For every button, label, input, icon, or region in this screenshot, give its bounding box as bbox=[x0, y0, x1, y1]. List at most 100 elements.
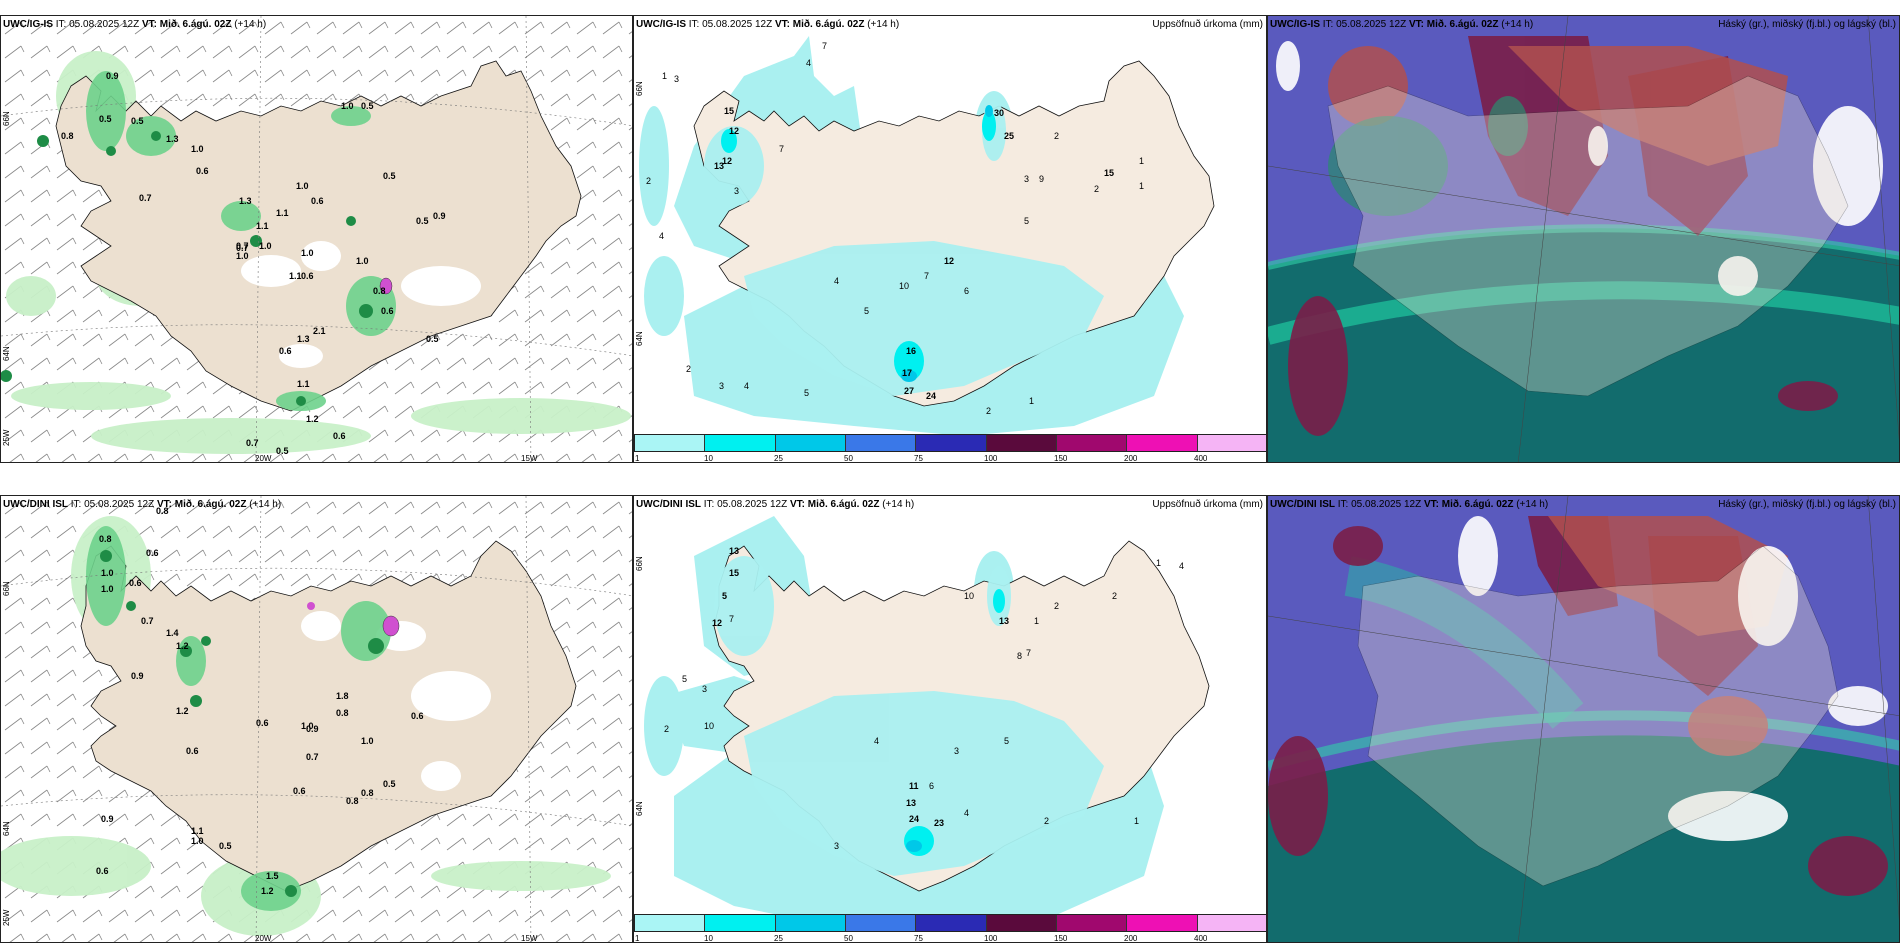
lat-label-66n: 66N bbox=[635, 556, 644, 571]
contour-label: 6 bbox=[964, 286, 970, 296]
cloud-map bbox=[1268, 16, 1899, 462]
contour-label: 1.2 bbox=[176, 641, 189, 651]
colorbar-tick: 100 bbox=[984, 934, 998, 943]
contour-label: 1.4 bbox=[166, 628, 179, 638]
contour-label: 7 bbox=[822, 41, 828, 51]
panel-title: UWC/DINI ISL IT: 05.08.2025 12Z VT: Mið.… bbox=[636, 499, 915, 510]
contour-label: 1 bbox=[1156, 558, 1162, 568]
contour-label: 0.7 bbox=[139, 193, 152, 203]
contour-label: 0.8 bbox=[361, 788, 374, 798]
contour-label: 3 bbox=[1024, 174, 1030, 184]
colorbar-swatch bbox=[775, 435, 846, 451]
colorbar-swatch bbox=[916, 915, 987, 931]
contour-label: 2 bbox=[1054, 601, 1060, 611]
contour-label: 0.8 bbox=[156, 506, 169, 516]
wind-map bbox=[1, 496, 632, 942]
contour-label: 4 bbox=[744, 381, 750, 391]
contour-label: 16 bbox=[906, 346, 917, 356]
colorbar-swatch bbox=[775, 915, 846, 931]
contour-label: 13 bbox=[906, 798, 917, 808]
contour-label: 1.2 bbox=[176, 706, 189, 716]
contour-label: 1.0 bbox=[301, 248, 314, 258]
contour-label: 0.6 bbox=[279, 346, 292, 356]
colorbar-swatch bbox=[635, 435, 706, 451]
panel-variable: Háský (gr.), miðský (fj.bl.) og lágský (… bbox=[1718, 19, 1896, 30]
contour-label: 12 bbox=[729, 126, 740, 136]
contour-label: 3 bbox=[954, 746, 960, 756]
contour-label: 0.5 bbox=[276, 446, 289, 456]
panel-variable: Uppsöfnuð úrkoma (mm) bbox=[1152, 19, 1263, 30]
lat-label-64n: 64N bbox=[635, 331, 644, 346]
panel-title: UWC/IG-IS IT: 05.08.2025 12Z VT: Mið. 6.… bbox=[1270, 19, 1534, 30]
colorbar-swatch bbox=[845, 435, 917, 451]
contour-label: 8 bbox=[1017, 651, 1023, 661]
contour-label: 17 bbox=[902, 368, 913, 378]
contour-label: 25 bbox=[1004, 131, 1015, 141]
contour-label: 0.6 bbox=[256, 718, 269, 728]
contour-label: 1.0 bbox=[101, 568, 114, 578]
contour-label: 1.3 bbox=[239, 196, 252, 206]
contour-label: 0.7 bbox=[306, 752, 319, 762]
map-panel-clouds-igis: UWC/IG-IS IT: 05.08.2025 12Z VT: Mið. 6.… bbox=[1267, 15, 1900, 463]
contour-label: 1.0 bbox=[236, 251, 249, 261]
colorbar-tick: 200 bbox=[1124, 454, 1138, 463]
contour-label: 0.5 bbox=[416, 216, 429, 226]
lon-label-15w: 15W bbox=[521, 934, 538, 943]
contour-label: 0.7 bbox=[141, 616, 154, 626]
contour-label: 0.9 bbox=[433, 211, 446, 221]
contour-label: 3 bbox=[834, 841, 840, 851]
colorbar-tick: 150 bbox=[1054, 454, 1068, 463]
contour-label: 11 bbox=[909, 781, 919, 791]
contour-label: 1.2 bbox=[261, 886, 274, 896]
lat-label-66n: 66N bbox=[2, 581, 11, 596]
panel-title: UWC/IG-IS IT: 05.08.2025 12Z VT: Mið. 6.… bbox=[636, 19, 900, 30]
contour-label: 0.5 bbox=[99, 114, 112, 124]
contour-label: 5 bbox=[804, 388, 810, 398]
contour-label: 0.8 bbox=[373, 286, 386, 296]
colorbar-swatch bbox=[845, 915, 917, 931]
contour-label: 1.1 bbox=[289, 271, 302, 281]
contour-label: 0.9 bbox=[306, 724, 319, 734]
contour-label: 13 bbox=[999, 616, 1010, 626]
map-panel-clouds-dini: UWC/DINI ISL IT: 05.08.2025 12Z VT: Mið.… bbox=[1267, 495, 1900, 943]
contour-label: 4 bbox=[964, 808, 970, 818]
contour-label: 0.5 bbox=[426, 334, 439, 344]
cloud-map bbox=[1268, 496, 1899, 942]
lat-label-64n: 64N bbox=[2, 346, 11, 361]
colorbar-tick: 75 bbox=[914, 454, 923, 463]
contour-label: 0.5 bbox=[219, 841, 232, 851]
contour-label: 1 bbox=[1139, 181, 1145, 191]
panel-variable: Háský (gr.), miðský (fj.bl.) og lágský (… bbox=[1718, 499, 1896, 510]
lon-label-25w: 25W bbox=[2, 429, 11, 446]
colorbar-tick: 25 bbox=[774, 454, 783, 463]
contour-label: 7 bbox=[1026, 648, 1032, 658]
contour-label: 1.1 bbox=[276, 208, 289, 218]
contour-label: 10 bbox=[704, 721, 715, 731]
contour-label: 7 bbox=[779, 144, 785, 154]
lon-label-25w: 25W bbox=[2, 909, 11, 926]
contour-label: 12 bbox=[944, 256, 955, 266]
contour-label: 10 bbox=[964, 591, 975, 601]
contour-label: 1.0 bbox=[341, 101, 354, 111]
map-panel-precip-dini: UWC/DINI ISL IT: 05.08.2025 12Z VT: Mið.… bbox=[633, 495, 1267, 943]
contour-label: 2 bbox=[686, 364, 692, 374]
contour-label: 1.1 bbox=[297, 379, 310, 389]
contour-label: 1 bbox=[1034, 616, 1040, 626]
colorbar-tick: 10 bbox=[704, 934, 713, 943]
colorbar-swatch bbox=[1197, 435, 1266, 451]
colorbar-swatch bbox=[635, 915, 706, 931]
contour-label: 2 bbox=[646, 176, 652, 186]
contour-label: 0.6 bbox=[96, 866, 109, 876]
contour-label: 1.0 bbox=[101, 584, 114, 594]
colorbar-tick: 1 bbox=[635, 454, 640, 463]
contour-label: 1.0 bbox=[361, 736, 374, 746]
contour-label: 1.8 bbox=[336, 691, 349, 701]
colorbar-swatch bbox=[916, 435, 987, 451]
contour-label: 0.8 bbox=[61, 131, 74, 141]
lon-label-20w: 20W bbox=[255, 934, 272, 943]
colorbar-swatch bbox=[986, 915, 1057, 931]
contour-label: 0.6 bbox=[129, 578, 142, 588]
iceland-landmass bbox=[55, 60, 582, 412]
panel-variable: Uppsöfnuð úrkoma (mm) bbox=[1152, 499, 1263, 510]
contour-label: 7 bbox=[729, 614, 735, 624]
